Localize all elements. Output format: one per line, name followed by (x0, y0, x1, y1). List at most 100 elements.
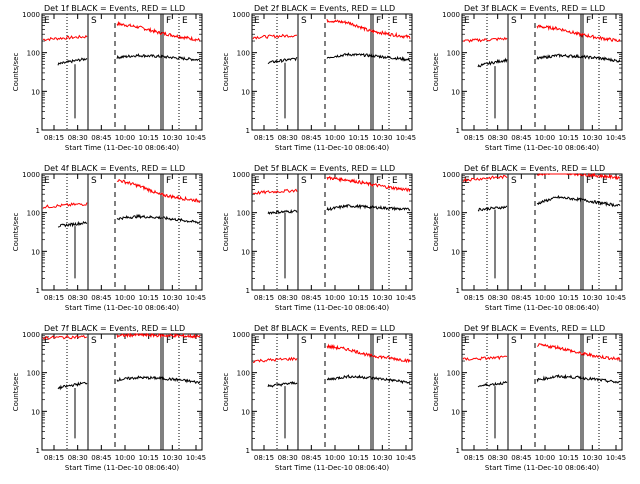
x-tick-label: 08:15 (464, 294, 484, 302)
x-tick-label: 10:15 (559, 454, 579, 462)
x-tick-label: 08:45 (301, 454, 321, 462)
y-tick-label: 100 (447, 50, 460, 58)
y-tick-label: 1000 (442, 171, 460, 179)
y-tick-label: 10 (31, 408, 40, 416)
x-tick-label: 10:15 (349, 134, 369, 142)
marker-label: E (44, 16, 50, 26)
x-tick-label: 10:15 (139, 294, 159, 302)
x-tick-label: 10:00 (535, 454, 555, 462)
x-axis-label: Start Time (11-Dec-10 08:06:40) (275, 304, 389, 312)
marker-label: E (602, 176, 608, 186)
plot-frame (251, 13, 413, 131)
x-tick-label: 08:45 (91, 294, 111, 302)
y-axis-label: Counts/sec (12, 53, 20, 92)
y-axis-label: Counts/sec (12, 213, 20, 252)
y-tick-label: 10 (451, 248, 460, 256)
x-tick-label: 08:45 (301, 294, 321, 302)
x-axis-label: Start Time (11-Dec-10 08:06:40) (65, 144, 179, 152)
y-tick-label: 10 (31, 248, 40, 256)
x-tick-label: 10:30 (372, 294, 392, 302)
marker-label: F (166, 336, 171, 346)
y-tick-label: 100 (447, 210, 460, 218)
y-tick-label: 1000 (22, 331, 40, 339)
x-tick-label: 10:30 (582, 134, 602, 142)
lld-series-line-post (326, 343, 411, 364)
y-tick-label: 10 (241, 248, 250, 256)
plot-frame (251, 333, 413, 451)
marker-label: S (91, 16, 97, 26)
y-tick-label: 1 (456, 127, 460, 135)
lld-series-line-pre (42, 34, 88, 42)
x-tick-label: 08:45 (91, 134, 111, 142)
marker-label: F (586, 176, 591, 186)
marker-label: E (254, 336, 260, 346)
panel-6: Det 6f BLACK = Events, RED = LLD 1 10 100 10… (432, 164, 626, 312)
lld-series-line-pre (42, 202, 88, 209)
panel-8: Det 8f BLACK = Events, RED = LLD 1 10 100 10… (222, 324, 416, 472)
events-series-line-pre (57, 220, 88, 228)
y-axis-label: Counts/sec (432, 373, 440, 412)
x-tick-label: 10:45 (606, 134, 626, 142)
x-tick-label: 10:15 (559, 134, 579, 142)
panel-2: Det 2f BLACK = Events, RED = LLD 1 10 100 10… (222, 4, 416, 152)
lld-series-line-pre (462, 174, 508, 182)
y-axis-label: Counts/sec (222, 213, 230, 252)
y-tick-label: 100 (27, 370, 40, 378)
marker-label: F (376, 16, 381, 26)
y-tick-label: 100 (447, 370, 460, 378)
y-tick-label: 100 (27, 210, 40, 218)
x-tick-label: 08:15 (44, 294, 64, 302)
marker-label: E (464, 16, 470, 26)
y-tick-label: 100 (237, 210, 250, 218)
x-tick-label: 10:00 (535, 294, 555, 302)
events-series-line-post (116, 213, 201, 225)
y-axis-label: Counts/sec (432, 53, 440, 92)
x-tick-label: 08:30 (278, 454, 298, 462)
x-tick-label: 10:30 (162, 134, 182, 142)
x-tick-label: 10:30 (582, 454, 602, 462)
x-tick-label: 10:30 (162, 454, 182, 462)
panel-title: Det 9f BLACK = Events, RED = LLD (464, 324, 605, 333)
marker-label: E (392, 16, 398, 26)
x-axis-label: Start Time (11-Dec-10 08:06:40) (275, 464, 389, 472)
lld-series-line-post (536, 172, 621, 181)
panel-title: Det 6f BLACK = Events, RED = LLD (464, 164, 605, 173)
lld-series-line-pre (462, 355, 508, 361)
events-series-line-post (536, 373, 621, 384)
marker-label: S (301, 176, 307, 186)
y-tick-label: 100 (237, 370, 250, 378)
lld-series-line-pre (462, 36, 508, 43)
events-series-line-post (536, 53, 621, 63)
x-tick-label: 10:30 (582, 294, 602, 302)
x-tick-label: 10:00 (115, 454, 135, 462)
y-tick-label: 1 (36, 287, 40, 295)
panel-7: Det 7f BLACK = Events, RED = LLD 1 10 100 10… (12, 324, 206, 472)
y-tick-label: 1 (36, 447, 40, 455)
y-axis-label: Counts/sec (222, 373, 230, 412)
x-tick-label: 08:15 (44, 454, 64, 462)
lld-series-line-post (116, 178, 201, 203)
marker-label: F (376, 336, 381, 346)
y-tick-label: 1 (246, 127, 250, 135)
marker-label: F (586, 336, 591, 346)
x-tick-label: 08:15 (254, 454, 274, 462)
y-tick-label: 10 (451, 88, 460, 96)
marker-label: E (602, 16, 608, 26)
x-axis-label: Start Time (11-Dec-10 08:06:40) (485, 144, 599, 152)
marker-label: S (511, 176, 517, 186)
y-axis-label: Counts/sec (222, 53, 230, 92)
marker-label: E (464, 336, 470, 346)
x-tick-label: 08:15 (464, 454, 484, 462)
plot-frame (461, 333, 623, 451)
x-tick-label: 10:45 (186, 294, 206, 302)
x-tick-label: 10:00 (535, 134, 555, 142)
events-series-line-pre (477, 380, 508, 388)
x-tick-label: 08:30 (488, 454, 508, 462)
x-tick-label: 10:00 (115, 134, 135, 142)
y-tick-label: 100 (237, 50, 250, 58)
panel-9: Det 9f BLACK = Events, RED = LLD 1 10 100 10… (432, 324, 626, 472)
events-series-line-pre (57, 381, 88, 391)
x-tick-label: 08:15 (44, 134, 64, 142)
x-tick-label: 08:30 (68, 134, 88, 142)
